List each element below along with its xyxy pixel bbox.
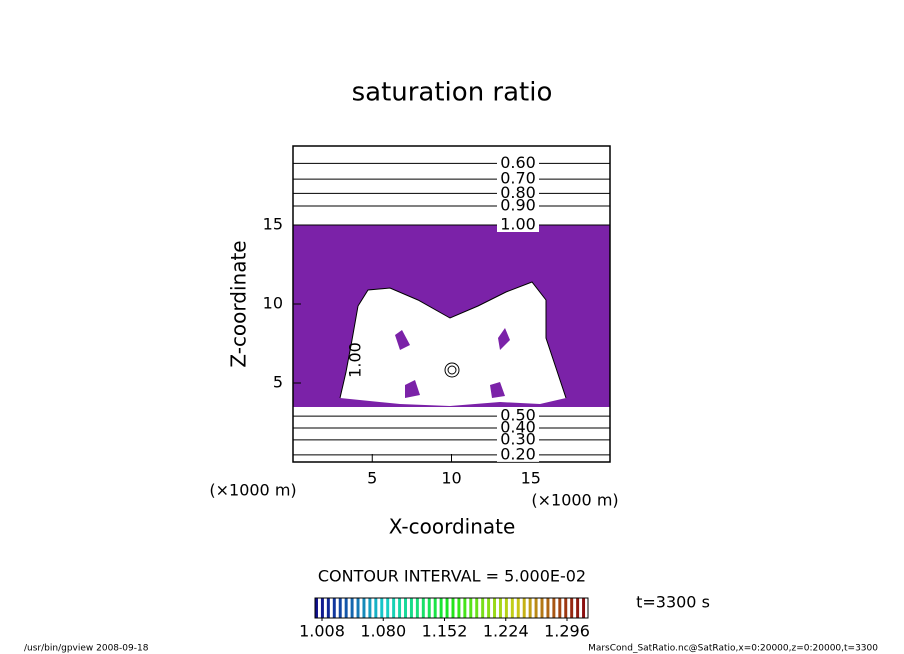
y-tick-label: 5	[273, 373, 283, 392]
colorbar-stripe	[356, 598, 360, 618]
footer-right: MarsCond_SatRatio.nc@SatRatio,x=0:20000,…	[588, 644, 878, 654]
colorbar-stripe	[415, 598, 419, 618]
colorbar-stripe	[570, 598, 574, 618]
x-tick-label: 15	[521, 469, 541, 488]
cloud-region	[340, 282, 566, 406]
contour-label: 0.80	[500, 183, 536, 202]
colorbar-stripe	[493, 598, 497, 618]
contour-label: 0.90	[500, 196, 536, 215]
contour-label: 1.00	[500, 215, 536, 234]
colorbar-tick-label: 1.008	[299, 622, 345, 641]
contour-label-bg	[497, 156, 539, 171]
colorbar-stripe	[463, 598, 467, 618]
colorbar-stripe	[421, 598, 425, 618]
colorbar-stripe	[409, 598, 413, 618]
y-tick-label: 15	[263, 215, 283, 234]
colorbar-stripe	[315, 598, 318, 618]
footer-left: /usr/bin/gpview 2008-09-18	[24, 644, 149, 654]
colorbar-frame	[314, 597, 589, 619]
colorbar-stripe	[516, 598, 520, 618]
contour-interval: CONTOUR INTERVAL = 5.000E-02	[318, 567, 586, 586]
plot-area	[293, 225, 610, 407]
colorbar-stripe	[498, 598, 502, 618]
contour-label: 0.40	[500, 418, 536, 437]
colorbar-stripe	[433, 598, 437, 618]
colorbar-tick-label: 1.152	[422, 622, 468, 641]
colorbar-stripe	[510, 598, 514, 618]
colorbar-stripe	[546, 598, 550, 618]
contour-ring	[444, 362, 460, 378]
colorbar-stripe	[326, 598, 330, 618]
contour-label: 0.60	[500, 153, 536, 172]
contour-label-bg	[497, 218, 539, 232]
contour-label-bg	[497, 172, 539, 187]
y-axis-label: Z-coordinate	[227, 240, 251, 367]
colorbar-stripe	[451, 598, 455, 618]
contour-label-bg	[497, 186, 539, 201]
cloud-hole	[395, 328, 510, 398]
colorbar-stripe	[564, 598, 568, 618]
colorbar-tick-label: 1.224	[483, 622, 529, 641]
chart-title: saturation ratio	[352, 78, 553, 108]
contour-line	[339, 281, 567, 399]
contour-label-bg	[497, 199, 539, 214]
colorbar-stripe	[582, 598, 586, 618]
colorbar-stripe	[368, 598, 372, 618]
colorbar-stripe	[350, 598, 354, 618]
colorbar-stripe	[362, 598, 366, 618]
x-tick-label: 10	[441, 469, 461, 488]
colorbar-stripe	[487, 598, 491, 618]
x-tick-label: 5	[367, 469, 377, 488]
colorbar-stripe	[380, 598, 384, 618]
colorbar-stripe	[344, 598, 348, 618]
y-tick-label: 10	[263, 294, 283, 313]
colorbar-stripe	[558, 598, 562, 618]
colorbar-stripe	[475, 598, 479, 618]
colorbar-stripe	[522, 598, 526, 618]
colorbar	[315, 598, 586, 618]
contour-label: 1.00	[346, 342, 365, 378]
contour-label: 0.30	[500, 429, 536, 448]
colorbar-stripe	[540, 598, 544, 618]
colorbar-stripe	[404, 598, 407, 618]
colorbar-stripe	[427, 598, 431, 618]
colorbar-stripe	[576, 598, 580, 618]
colorbar-stripe	[386, 598, 390, 618]
y-unit: (×1000 m)	[209, 481, 296, 500]
contour-label-bg	[497, 432, 539, 447]
contour-label-bg	[497, 421, 539, 436]
contour-ring	[447, 365, 457, 375]
colorbar-stripe	[320, 598, 324, 618]
contour-label-bg	[497, 409, 539, 424]
colorbar-stripe	[392, 598, 396, 618]
x-unit: (×1000 m)	[531, 491, 618, 510]
colorbar-stripe	[552, 598, 556, 618]
colorbar-stripe	[528, 598, 532, 618]
contour-label: 0.50	[500, 406, 536, 425]
colorbar-stripe	[445, 598, 449, 618]
colorbar-stripe	[332, 598, 336, 618]
colorbar-stripe	[469, 598, 473, 618]
colorbar-stripe	[398, 598, 402, 618]
colorbar-stripe	[439, 598, 443, 618]
colorbar-stripe	[457, 598, 461, 618]
time-label: t=3300 s	[636, 593, 710, 612]
contour-label: 0.20	[500, 444, 536, 463]
x-axis-label: X-coordinate	[389, 515, 516, 539]
colorbar-stripe	[534, 598, 538, 618]
colorbar-stripe	[504, 598, 508, 618]
colorbar-stripe	[481, 598, 485, 618]
contour-label: 0.70	[500, 169, 536, 188]
contour-label-bg	[497, 447, 539, 462]
colorbar-stripe	[338, 598, 342, 618]
colorbar-tick-label: 1.296	[544, 622, 590, 641]
colorbar-stripe	[374, 598, 378, 618]
colorbar-tick-label: 1.080	[360, 622, 406, 641]
